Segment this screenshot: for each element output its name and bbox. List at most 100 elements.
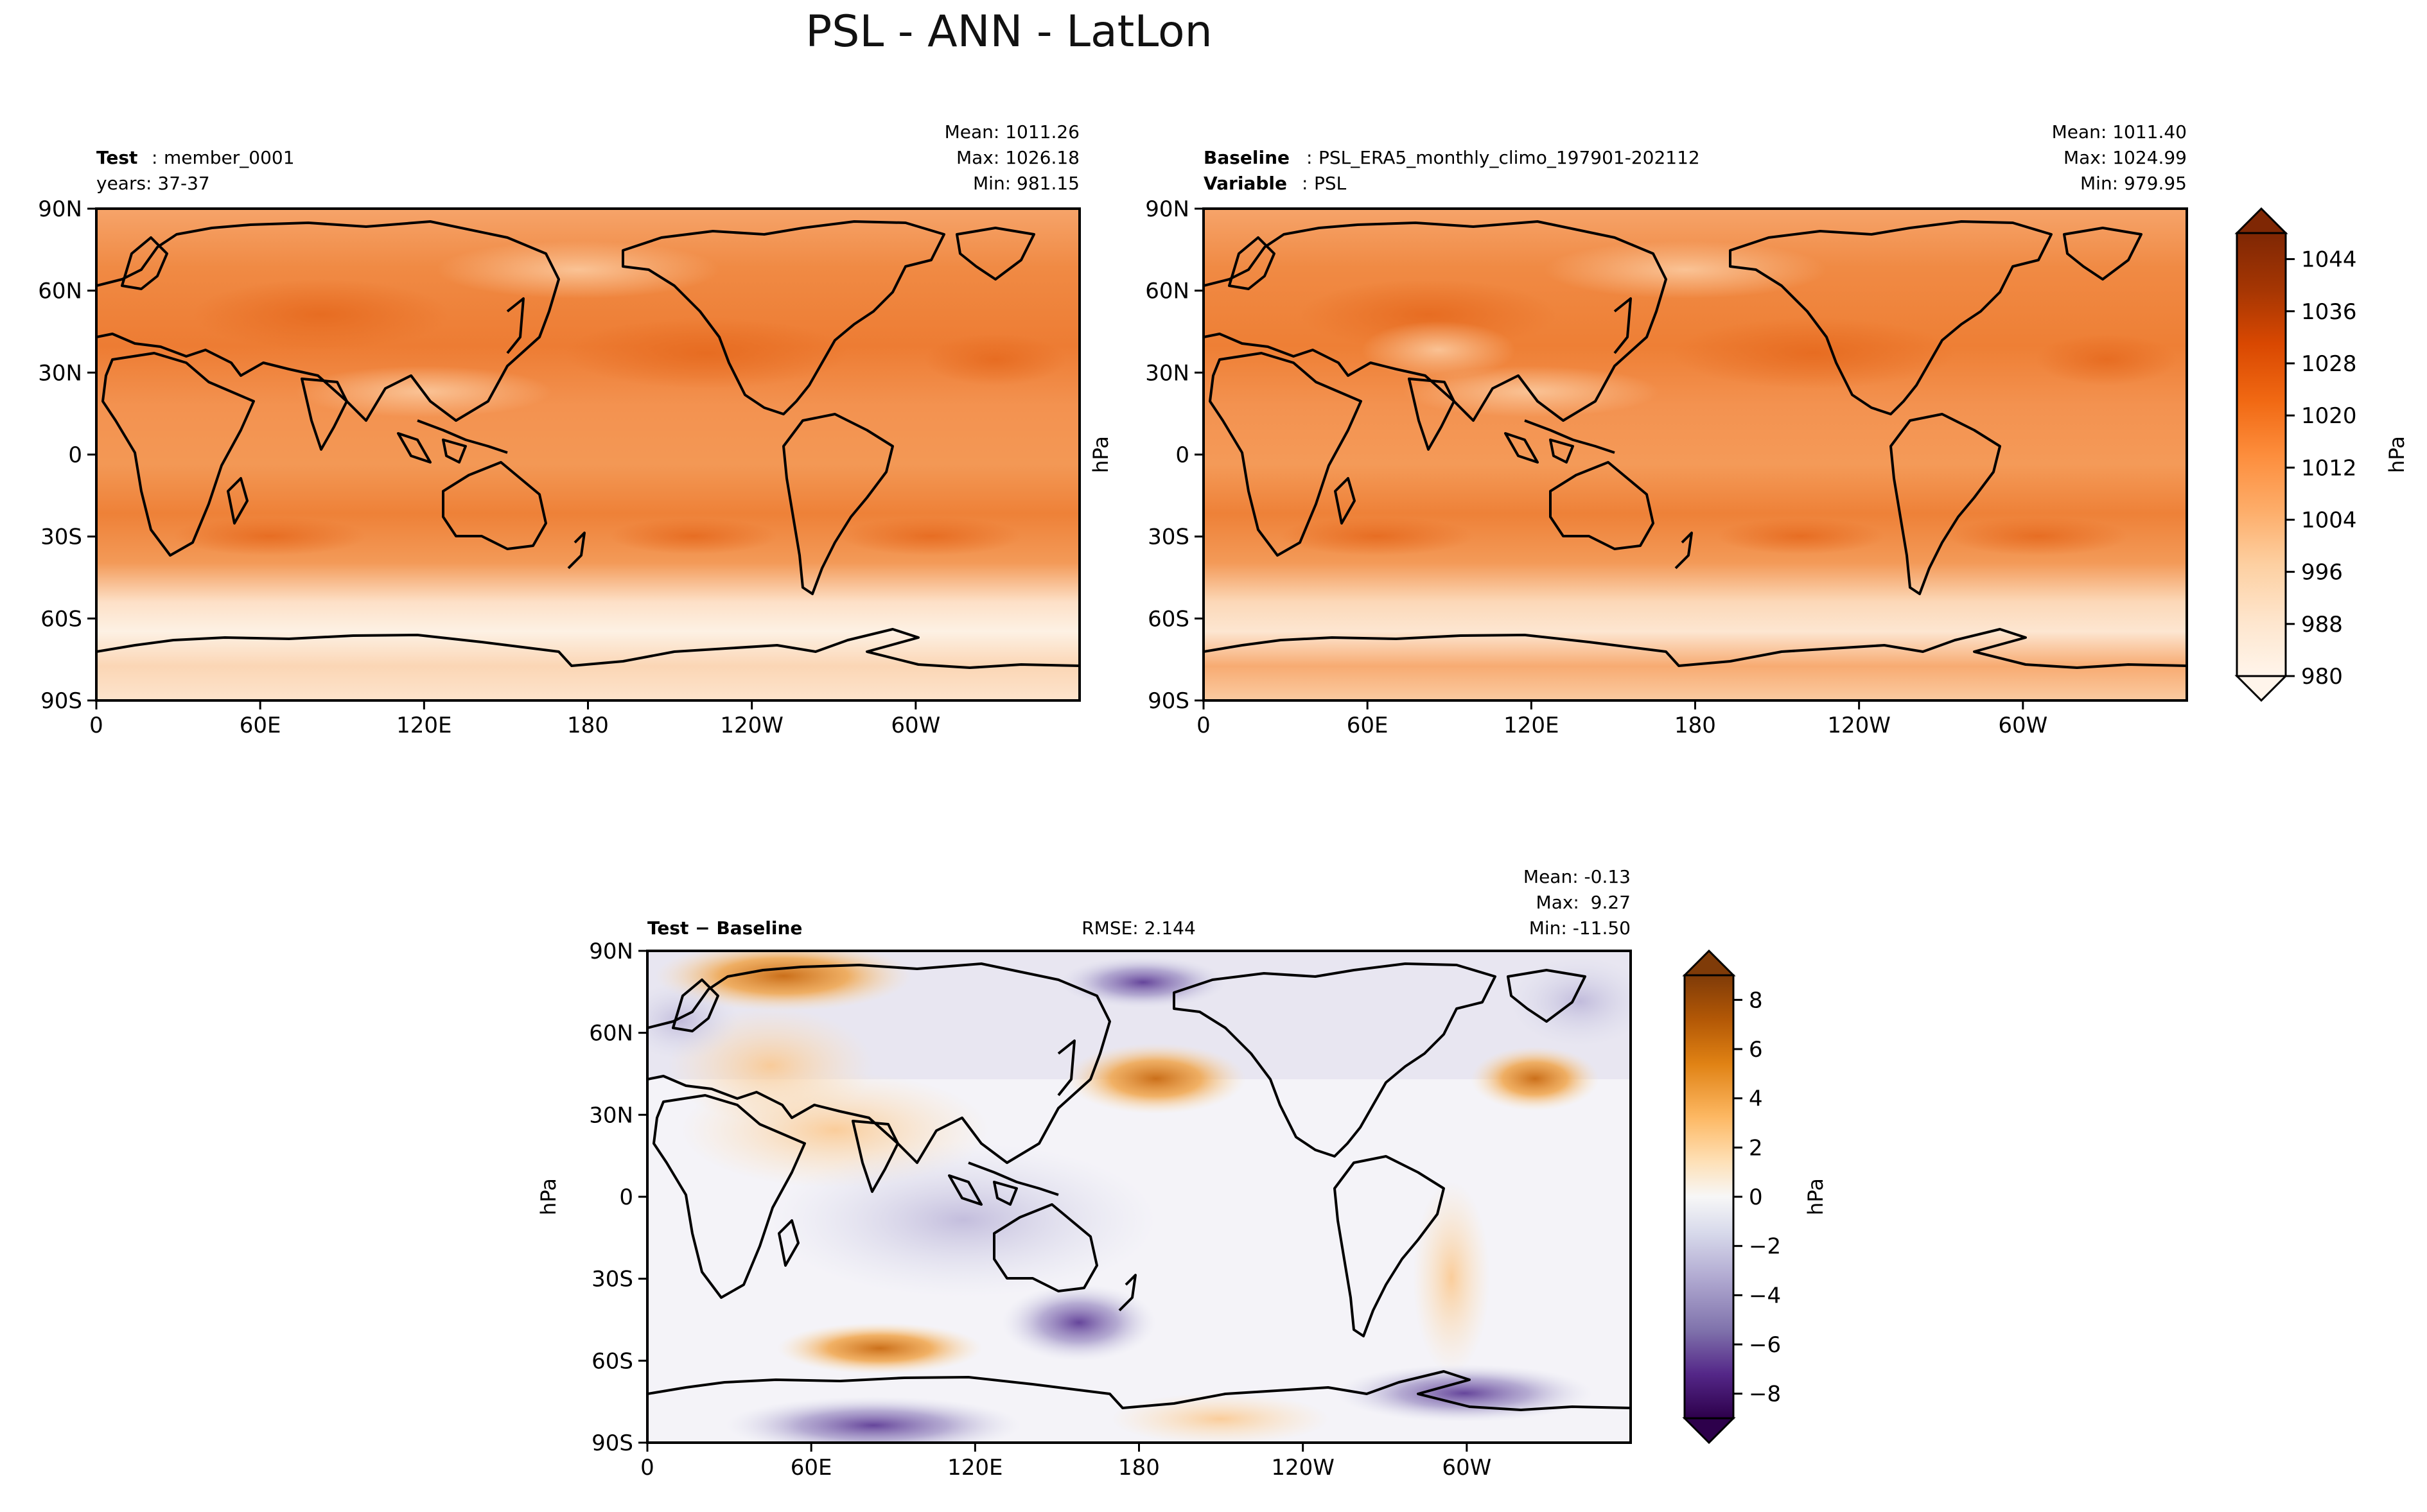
difference-label-bold: Test − Baseline [647,917,802,939]
test-xtick-label: 180 [567,713,609,738]
difference-xtick-label: 120W [1271,1455,1335,1481]
pressure-colorbar-max-extension [2234,207,2288,234]
baseline-ytick-label: 60N [1145,279,1189,304]
pressure-colorbar: 1044 1036 1028 1020 1012 1004 996 988 980 hPa [2234,207,2409,702]
baseline-ytick-label: 0 [1175,442,1189,468]
baseline-variable-value: PSL [1314,173,1347,194]
difference-ytick-label: 30N [589,1102,633,1128]
baseline-label-value: PSL_ERA5_monthly_climo_197901-202112 [1319,147,1700,168]
test-xtick-label: 120W [720,713,784,738]
difference-map-field [647,951,1631,1443]
test-ytick-label: 90S [40,688,82,714]
test-yaxis: 90N 60N 30N 0 30S 60S 90S [38,196,96,714]
difference-ytick-label: 90S [591,1430,633,1456]
baseline-ylabel: hPa [1089,436,1113,473]
difference-ytick-label: 60N [589,1021,633,1047]
baseline-ytick-label: 30S [1148,525,1189,550]
baseline-xtick-label: 120W [1827,713,1891,738]
difference-colorbar-tick-label: 6 [1749,1037,1763,1063]
test-ytick-label: 60S [40,606,82,632]
baseline-variable-bold: Variable [1204,173,1287,194]
baseline-xtick-label: 120E [1503,713,1559,738]
baseline-ytick-label: 90S [1148,688,1189,714]
difference-max: Max: 9.27 [1536,892,1631,913]
panel-baseline: Baseline : PSL_ERA5_monthly_climo_197901… [1089,121,2409,738]
difference-colorbar-tick-label: −2 [1749,1234,1781,1260]
difference-xtick-label: 60W [1442,1455,1491,1481]
pressure-colorbar-tick-label: 1036 [2301,299,2357,325]
pressure-colorbar-tick-label: 1044 [2301,247,2357,273]
difference-xtick-label: 0 [640,1455,654,1481]
difference-colorbar-tick-label: 0 [1749,1185,1763,1210]
baseline-ytick-label: 60S [1148,606,1189,632]
pressure-colorbar-tick-label: 988 [2301,612,2343,638]
difference-colorbar-tick-label: −8 [1749,1382,1781,1407]
pressure-colorbar-min-extension [2234,675,2288,702]
difference-colorbar-tick-label: 4 [1749,1086,1763,1112]
difference-ytick-label: 30S [591,1267,633,1292]
difference-colorbar-tick-label: 2 [1749,1135,1763,1161]
test-xtick-label: 60W [891,713,940,738]
pressure-colorbar-tick-label: 1028 [2301,351,2357,377]
baseline-min: Min: 979.95 [2080,173,2187,194]
difference-colorbar-max-extension [1682,949,1736,977]
baseline-xaxis: 0 60E 120E 180 120W 60W [1196,700,2047,738]
baseline-mean: Mean: 1011.40 [2052,121,2187,143]
baseline-label-colon: : [1306,147,1312,168]
difference-colorbar-label: hPa [1803,1178,1828,1215]
baseline-label-bold: Baseline [1204,147,1290,168]
difference-xtick-label: 180 [1118,1455,1160,1481]
pressure-colorbar-tick-label: 1012 [2301,455,2357,481]
test-ytick-label: 0 [68,442,82,468]
difference-ytick-label: 90N [589,939,633,964]
baseline-yaxis: 90N 60N 30N 0 30S 60S 90S [1145,196,1204,714]
test-ytick-label: 90N [38,196,82,222]
baseline-xtick-label: 180 [1674,713,1716,738]
difference-xtick-label: 60E [791,1455,832,1481]
test-label-bold: Test [96,147,137,168]
difference-colorbar-tick-label: −4 [1749,1283,1781,1308]
difference-colorbar-tick-label: 8 [1749,987,1763,1013]
test-label-colon: : [152,147,157,168]
difference-min: Min: -11.50 [1529,917,1631,939]
difference-xaxis: 0 60E 120E 180 120W 60W [640,1443,1491,1481]
difference-yaxis: 90N 60N 30N 0 30S 60S 90S [589,939,647,1456]
test-ytick-label: 30S [40,525,82,550]
baseline-xtick-label: 0 [1196,713,1211,738]
test-xtick-label: 120E [396,713,451,738]
difference-ytick-label: 0 [619,1185,633,1210]
difference-mean: Mean: -0.13 [1523,866,1631,887]
pressure-colorbar-tick-label: 1004 [2301,507,2357,533]
test-map-field [96,209,1080,700]
pressure-colorbar-label: hPa [2385,436,2409,473]
baseline-variable-colon: : [1302,173,1308,194]
test-mean: Mean: 1011.26 [945,121,1080,143]
test-years: years: 37-37 [96,173,210,194]
pressure-colorbar-tick-label: 1020 [2301,403,2357,429]
test-xtick-label: 60E [240,713,281,738]
difference-rmse: RMSE: 2.144 [1082,917,1196,939]
pressure-colorbar-tick-label: 980 [2301,664,2343,690]
baseline-map-field [1204,209,2187,700]
test-min: Min: 981.15 [973,173,1080,194]
difference-ylabel: hPa [536,1178,561,1215]
panel-difference: Test − Baseline RMSE: 2.144 Mean: -0.13 … [536,866,1828,1481]
pressure-colorbar-tick-label: 996 [2301,560,2343,586]
test-ytick-label: 30N [38,360,82,386]
test-xtick-label: 0 [89,713,103,738]
baseline-xtick-label: 60E [1347,713,1389,738]
difference-colorbar-tick-label: −6 [1749,1332,1781,1358]
test-max: Max: 1026.18 [956,147,1080,168]
panel-test: Test : member_0001 years: 37-37 Mean: 10… [38,121,1081,738]
difference-colorbar-bar [1683,974,1735,1420]
difference-colorbar-min-extension [1682,1417,1736,1445]
difference-colorbar: 8 6 4 2 0 −2 −4 −6 −8 hPa [1682,949,1828,1445]
pressure-colorbar-bar [2236,232,2287,677]
difference-xtick-label: 120E [947,1455,1003,1481]
figure-title: PSL - ANN - LatLon [805,6,1212,57]
baseline-xtick-label: 60W [1998,713,2047,738]
difference-ytick-label: 60S [591,1348,633,1374]
baseline-ytick-label: 90N [1145,196,1189,222]
test-xaxis: 0 60E 120E 180 120W 60W [89,700,940,738]
